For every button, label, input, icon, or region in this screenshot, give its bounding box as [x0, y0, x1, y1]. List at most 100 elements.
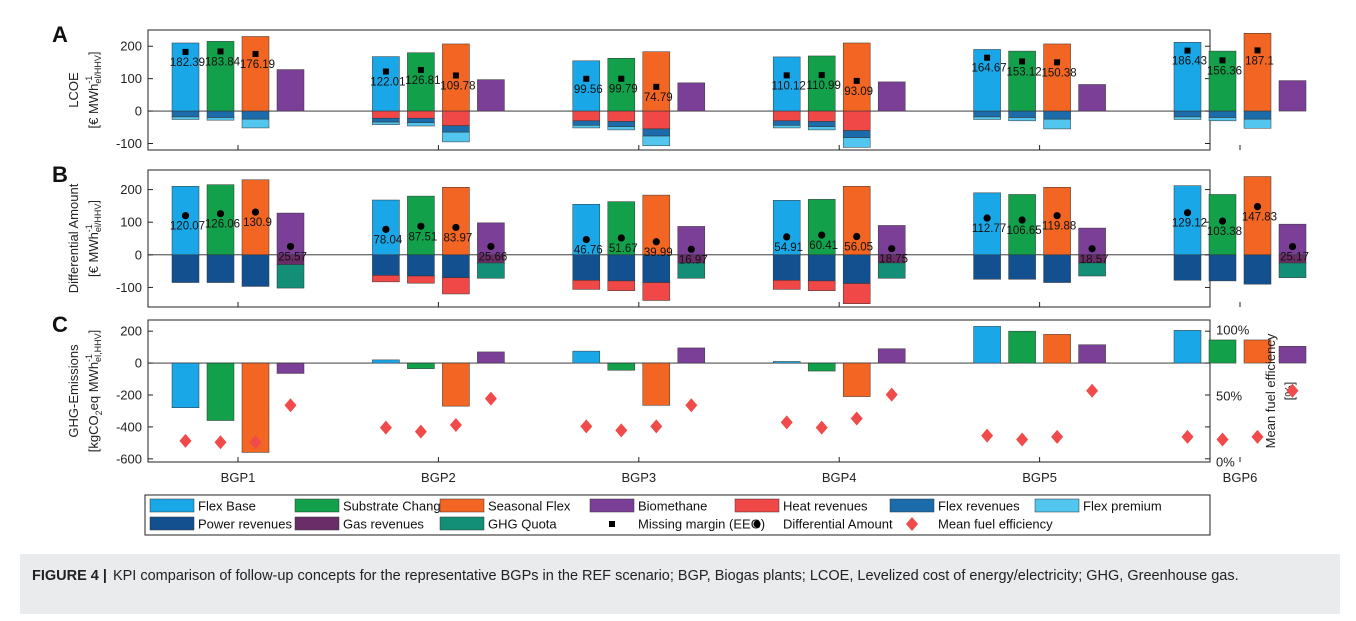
bar-seasonal-flex [442, 187, 470, 256]
bar-segment-flex-premium [372, 121, 400, 125]
data-label: 182.39 [170, 57, 205, 69]
bar-flex-base [973, 326, 1001, 364]
missing-margin-marker [818, 72, 825, 79]
efficiency-marker [414, 424, 427, 439]
bar-segment-heat-revenues [772, 280, 801, 290]
data-label: 99.79 [609, 84, 638, 96]
legend-swatch [294, 516, 340, 531]
y-axis-label: GHG-Emissions [66, 344, 81, 438]
missing-margin-marker [417, 66, 424, 73]
differential-amount-marker [652, 238, 660, 246]
bar-segment-power-revenues [772, 254, 801, 281]
bar-biomethane [477, 351, 505, 364]
y-unit-sup: -1 [84, 354, 94, 362]
differential-amount-marker [216, 210, 225, 218]
differential-amount-marker [853, 232, 861, 241]
bar-segment-flex-premium [607, 126, 636, 131]
y-tick-label: 100 [120, 215, 142, 230]
legend-item: Seasonal Flex [439, 499, 571, 514]
missing-margin-marker [382, 68, 389, 75]
efficiency-marker [885, 387, 898, 402]
bar-segment-flex-premium [171, 116, 200, 120]
y-tick-label: -100 [116, 280, 142, 295]
legend-label: GHG Quota [488, 517, 557, 532]
y-unit-sub: 2 [94, 410, 104, 415]
bar-substrate-change [206, 184, 235, 256]
missing-margin-marker [783, 72, 790, 79]
data-label: 25.66 [479, 251, 508, 263]
data-label: 51.67 [609, 243, 638, 255]
legend-item: Gas revenues [294, 516, 424, 532]
data-label: 103.38 [1207, 226, 1242, 238]
bar-substrate-change [1008, 194, 1036, 256]
data-label: 54.91 [774, 242, 803, 254]
bar-segment-flex-premium [206, 117, 235, 121]
bar-segment-power-revenues [442, 254, 470, 278]
bar-biomethane [1278, 80, 1307, 112]
bar-segment-flex-premium [973, 116, 1001, 120]
y-tick-label: 0 [135, 247, 142, 262]
bar-segment-flex-revenues [1008, 110, 1036, 118]
bar-substrate-change [1208, 339, 1237, 364]
legend-swatch [149, 516, 195, 531]
y-tick-label: 200 [120, 324, 142, 339]
missing-margin-marker [984, 54, 991, 61]
legend-swatch [589, 498, 635, 513]
differential-amount-marker [1018, 216, 1026, 224]
bar-segment-heat-revenues [572, 280, 601, 290]
differential-amount-marker [251, 208, 260, 216]
bar-segment-flex-revenues [372, 117, 400, 123]
efficiency-marker [1181, 429, 1194, 444]
differential-amount-marker [1053, 212, 1061, 220]
bar-segment-power-revenues [842, 254, 871, 284]
y-tick-label: 100 [120, 71, 142, 86]
y-unit-part: eq MWh [86, 362, 101, 410]
efficiency-marker [214, 435, 227, 450]
data-label: 99.56 [574, 84, 603, 96]
missing-margin-marker [252, 50, 259, 57]
bar-segment-heat-revenues [372, 275, 400, 283]
legend-swatch [1034, 498, 1080, 513]
y-unit-part: [€ MWh [86, 84, 101, 129]
bar-segment-heat-revenues [807, 280, 836, 291]
bar-segment-power-revenues [1243, 254, 1272, 285]
bar-segment-flex-premium [572, 125, 601, 129]
bar-segment-flex-revenues [607, 121, 636, 127]
data-label: 18.57 [1080, 254, 1109, 266]
data-label: 78.04 [374, 234, 403, 246]
data-label: 187.1 [1245, 55, 1274, 67]
differential-amount-marker [417, 222, 425, 230]
data-label: 153.12 [1007, 66, 1042, 78]
bar-flex-base [772, 361, 801, 364]
legend-item: Flex premium [1034, 498, 1162, 514]
bar-segment-power-revenues [171, 254, 200, 283]
x-category-label: BGP3 [621, 470, 656, 485]
data-label: 119.88 [1042, 221, 1076, 233]
legend-label: Substrate Change [343, 499, 448, 514]
efficiency-marker [449, 418, 462, 433]
bar-seasonal-flex [241, 179, 270, 256]
bar-segment-ghg-quota [877, 262, 906, 279]
bar-flex-base [171, 362, 200, 409]
plot-frame [147, 319, 1211, 463]
efficiency-marker [850, 411, 863, 426]
efficiency-marker [685, 398, 698, 413]
bar-segment-heat-revenues [607, 280, 636, 291]
legend-label: Gas revenues [343, 517, 424, 532]
y2-tick-label: 100% [1216, 323, 1250, 338]
bar-segment-flex-revenues [772, 120, 801, 126]
bar-segment-flex-premium [241, 118, 270, 129]
bar-seasonal-flex [241, 36, 270, 112]
bar-segment-heat-revenues [442, 110, 470, 126]
differential-amount-marker [582, 235, 590, 244]
bar-segment-flex-revenues [1043, 110, 1071, 120]
y-unit-part: [€ MWh [86, 232, 101, 277]
y-axis-label: Differential Amount [66, 183, 81, 293]
y-tick-label: -400 [116, 419, 142, 434]
data-label: 110.99 [807, 80, 841, 92]
bar-flex-base [572, 350, 601, 364]
bar-biomethane [1278, 346, 1307, 364]
missing-margin-marker [618, 75, 625, 82]
efficiency-marker [179, 433, 192, 448]
